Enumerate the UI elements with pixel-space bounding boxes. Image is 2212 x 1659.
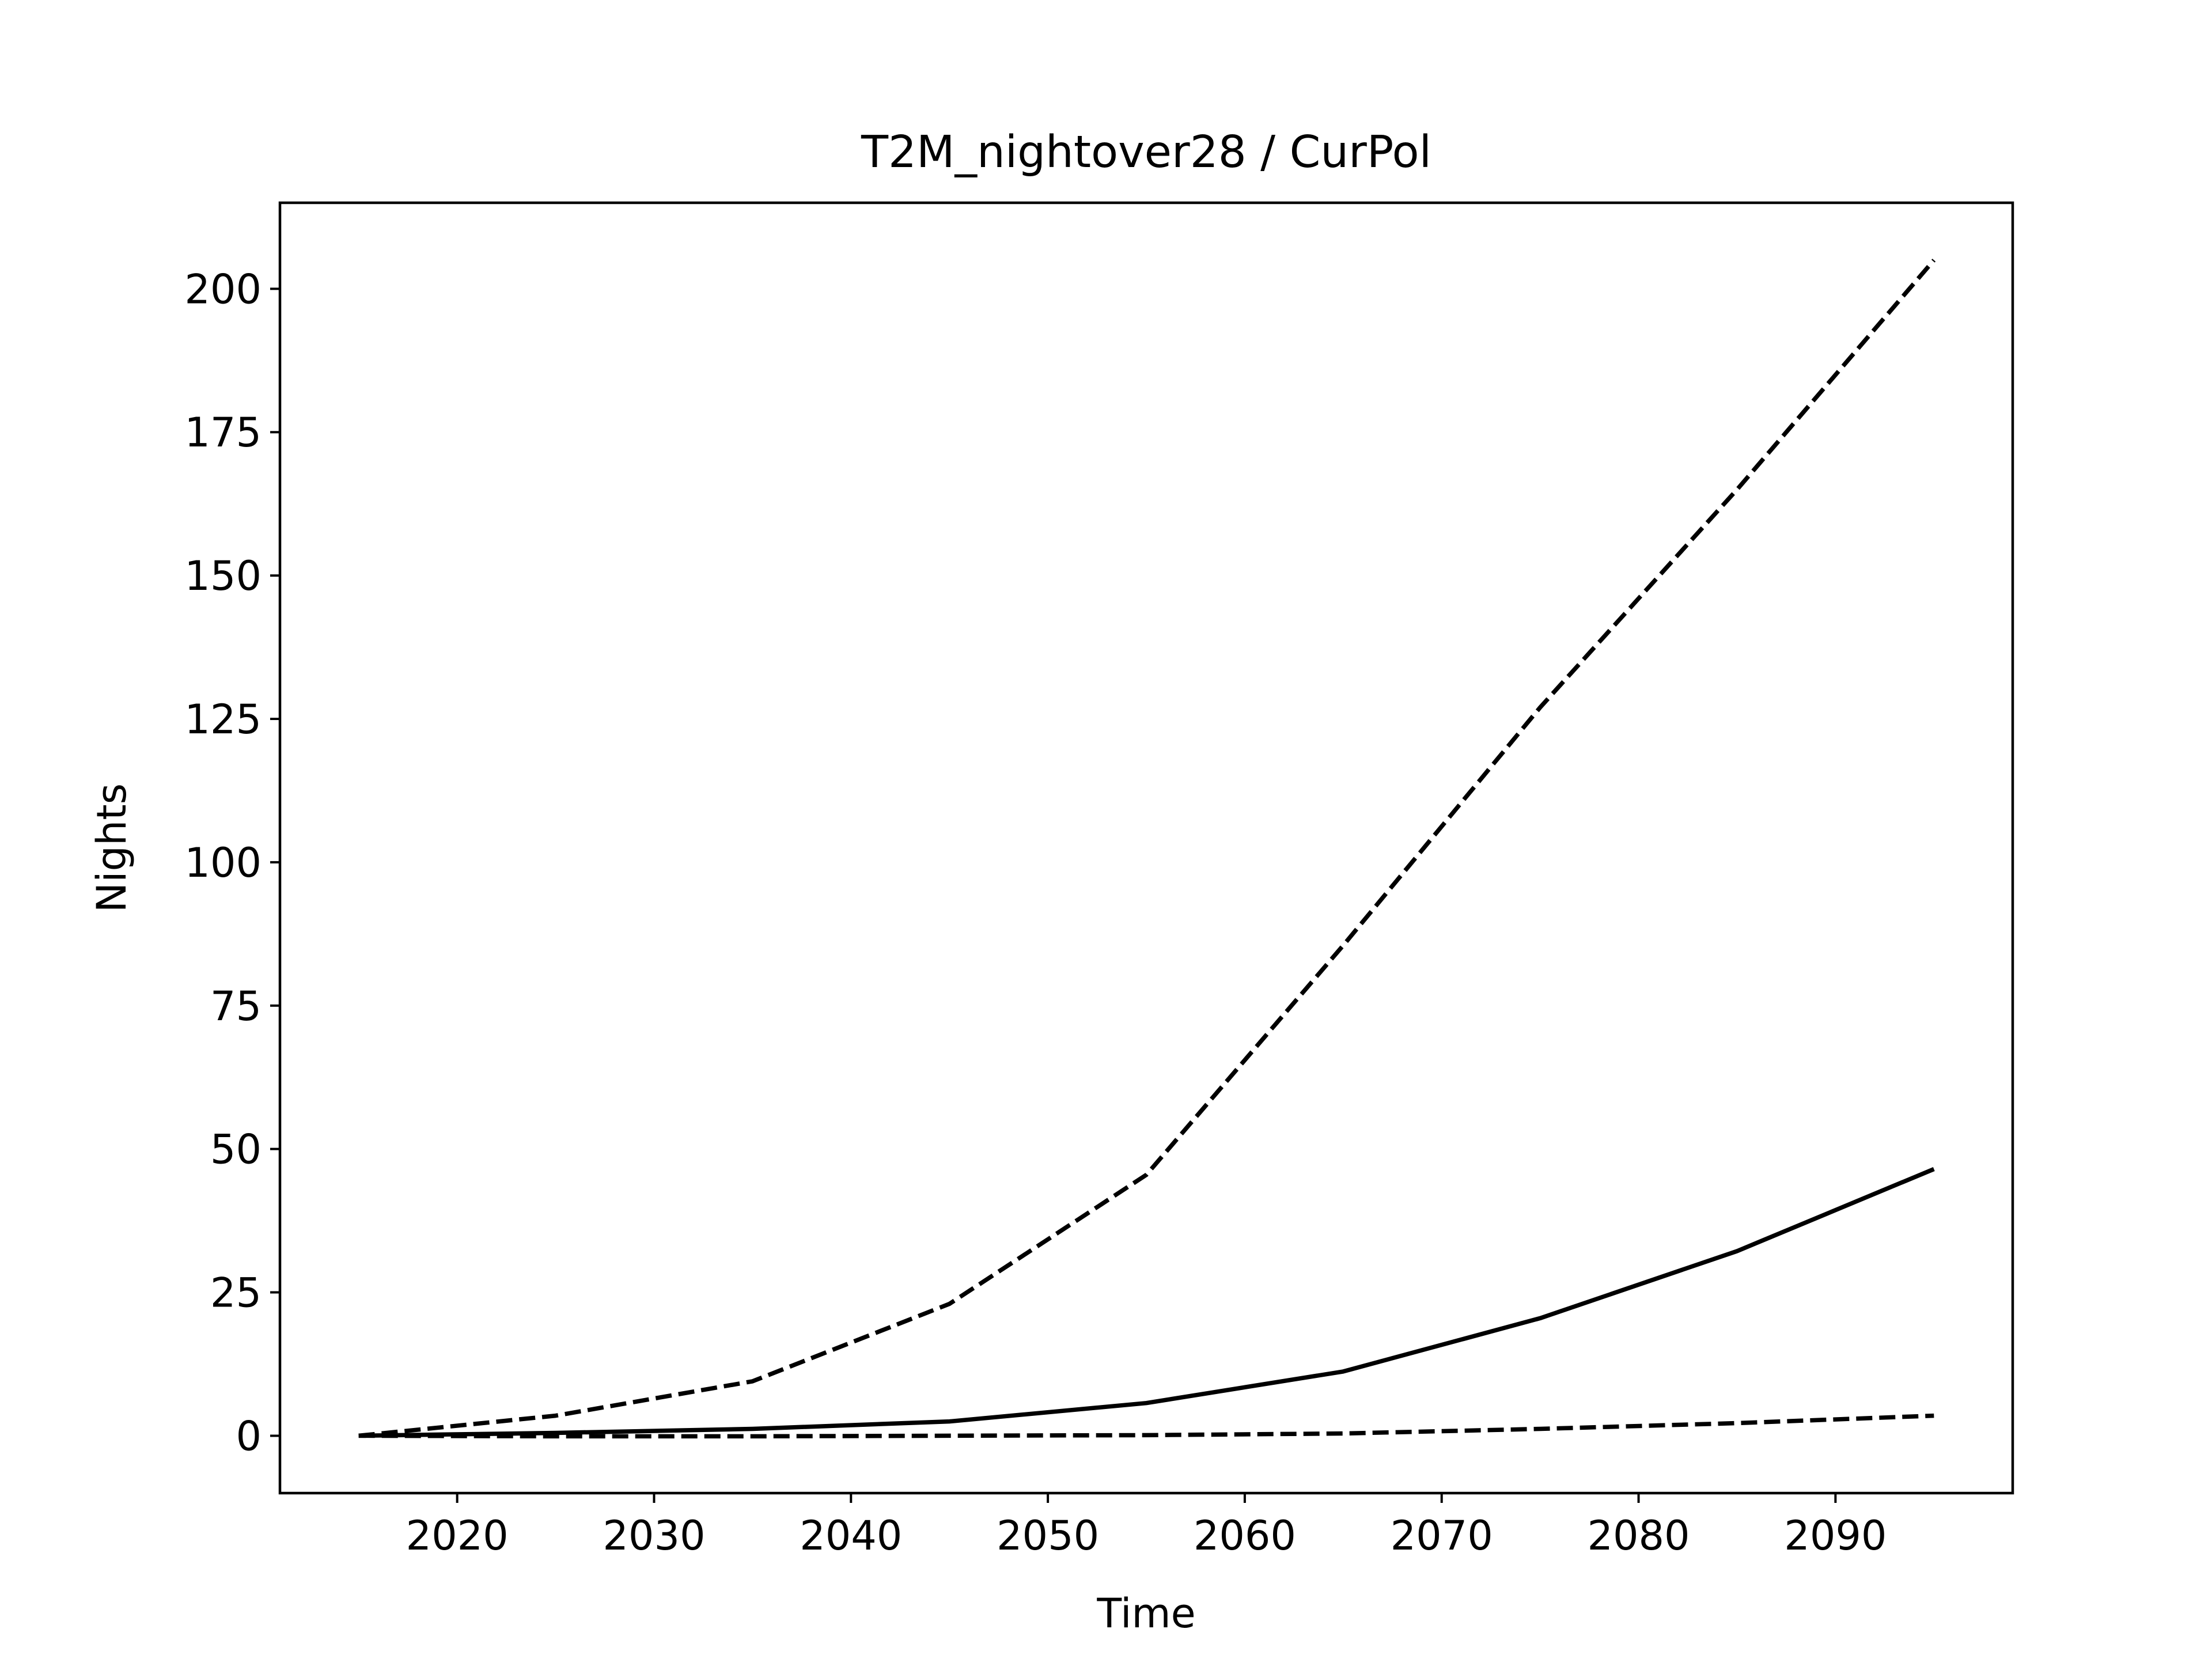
x-tick-label: 2050: [997, 1512, 1099, 1559]
x-tick-label: 2030: [603, 1512, 705, 1559]
x-tick-label: 2090: [1784, 1512, 1887, 1559]
series-layer: [358, 259, 1936, 1439]
y-tick-label: 150: [184, 552, 262, 600]
x-tick-label: 2060: [1194, 1512, 1296, 1559]
y-axis: 0 25 50 75 100 125 150 175 200: [184, 266, 280, 1460]
y-tick-label: 25: [210, 1270, 262, 1317]
y-tick-label: 200: [184, 266, 262, 313]
y-tick-label: 125: [184, 696, 262, 743]
plot-frame: [278, 201, 2014, 1495]
x-tick-label: 2070: [1391, 1512, 1493, 1559]
series-line-1: [358, 259, 1936, 1438]
x-tick-label: 2080: [1587, 1512, 1690, 1559]
series-line-3: [358, 1413, 1934, 1439]
y-axis-label: Nights: [88, 783, 135, 913]
y-tick-label: 175: [184, 409, 262, 456]
y-tick-label: 100: [184, 839, 262, 887]
y-tick-label: 75: [210, 983, 262, 1030]
x-axis-label: Time: [1096, 1590, 1195, 1637]
x-tick-label: 2020: [406, 1512, 509, 1559]
y-tick-label: 50: [210, 1126, 262, 1173]
series-line-2: [358, 1167, 1935, 1438]
x-tick-label: 2040: [800, 1512, 902, 1559]
y-tick-label: 0: [236, 1412, 262, 1460]
x-axis: 2020 2030 2040 2050 2060 2070 2080 2090: [406, 1493, 1887, 1559]
chart-title: T2M_nightover28 / CurPol: [861, 127, 1431, 178]
